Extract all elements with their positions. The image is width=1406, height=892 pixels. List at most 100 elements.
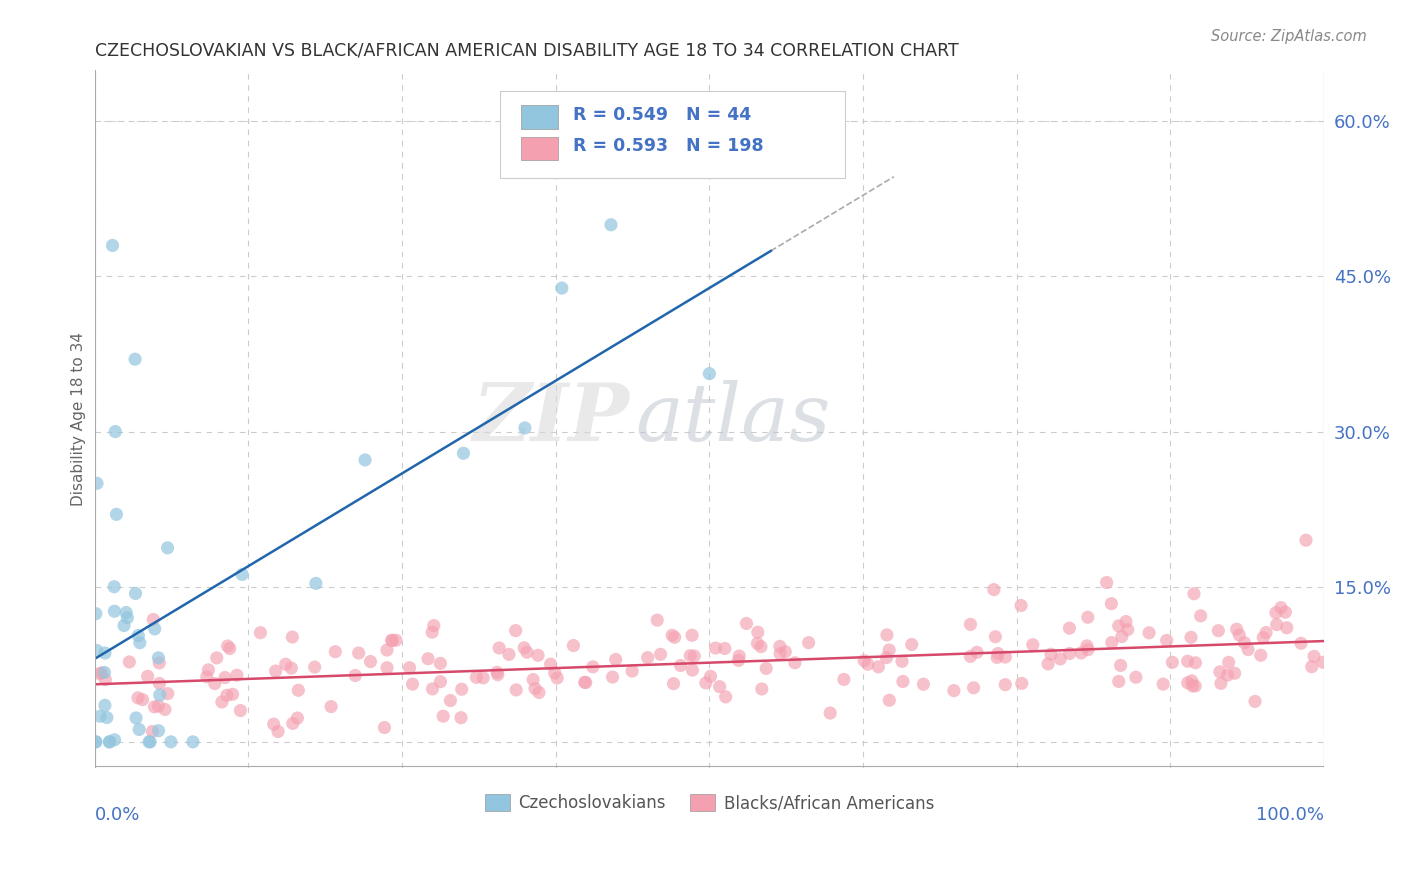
Point (994, 650, 1017, 665)
Point (98, 735, 121, 749)
Point (1116, 623, 1139, 637)
Point (94, 673, 117, 687)
Point (683, 648, 706, 663)
Point (401, 677, 423, 691)
Point (1274, 605, 1296, 619)
FancyBboxPatch shape (522, 105, 558, 129)
Point (1077, 610, 1099, 624)
Point (1115, 615, 1137, 629)
Point (138, 735, 160, 749)
Point (124, 586, 146, 600)
Point (249, 625, 271, 640)
Point (359, 655, 381, 669)
Point (381, 633, 404, 648)
Point (582, 660, 605, 674)
Point (94, 698, 117, 713)
Point (124, 352, 146, 367)
Point (679, 648, 702, 663)
Point (1070, 646, 1092, 660)
Point (281, 716, 304, 731)
Point (728, 648, 751, 663)
Point (319, 699, 342, 714)
Point (1137, 625, 1160, 640)
Point (1270, 600, 1292, 615)
Point (1077, 642, 1099, 657)
Point (868, 660, 890, 674)
Point (1184, 656, 1206, 670)
Point (959, 649, 981, 664)
Text: 100.0%: 100.0% (1256, 806, 1324, 824)
Point (104, 425, 127, 439)
Point (1022, 638, 1045, 652)
Point (1189, 608, 1212, 623)
Point (118, 655, 141, 669)
Point (305, 576, 328, 591)
Point (551, 281, 574, 295)
Point (347, 646, 370, 660)
Point (1059, 621, 1081, 635)
Point (115, 606, 138, 620)
Point (602, 670, 624, 684)
FancyBboxPatch shape (522, 136, 558, 161)
Point (354, 453, 377, 467)
Point (513, 640, 536, 655)
Point (600, 218, 623, 232)
Point (879, 693, 901, 707)
Point (156, 687, 179, 701)
Point (524, 681, 547, 696)
Point (98, 735, 121, 749)
Point (984, 630, 1007, 644)
Point (505, 682, 527, 697)
Point (148, 656, 170, 670)
Point (900, 638, 922, 652)
Point (1101, 635, 1123, 649)
Point (103, 732, 125, 747)
Point (709, 680, 731, 694)
Point (1216, 668, 1239, 682)
Point (1301, 659, 1323, 673)
Point (304, 660, 326, 674)
Point (769, 647, 792, 661)
Point (912, 677, 935, 691)
Point (128, 636, 150, 650)
Point (747, 625, 769, 640)
Text: atlas: atlas (636, 380, 831, 458)
Point (544, 665, 567, 680)
Point (90, 665, 112, 680)
Point (1254, 625, 1277, 640)
Point (148, 676, 170, 690)
Point (1250, 648, 1272, 663)
Point (522, 673, 544, 687)
Point (1181, 673, 1204, 688)
Point (1209, 676, 1232, 690)
Point (575, 675, 598, 690)
Point (214, 671, 236, 685)
Point (1156, 633, 1178, 648)
Point (287, 683, 309, 698)
Point (661, 628, 683, 642)
Point (429, 657, 451, 671)
FancyBboxPatch shape (501, 91, 845, 178)
Point (1244, 694, 1267, 708)
Point (527, 685, 550, 699)
Text: CZECHOSLOVAKIAN VS BLACK/AFRICAN AMERICAN DISABILITY AGE 18 TO 34 CORRELATION CH: CZECHOSLOVAKIAN VS BLACK/AFRICAN AMERICA… (94, 42, 959, 60)
Point (1036, 657, 1059, 671)
Point (89, 709, 111, 723)
Point (181, 735, 204, 749)
Point (818, 706, 841, 720)
Point (797, 635, 820, 649)
Point (986, 650, 1008, 665)
Point (856, 657, 879, 672)
Point (1223, 666, 1246, 681)
Point (747, 636, 769, 650)
Point (527, 648, 550, 663)
Point (131, 692, 153, 706)
Point (959, 617, 981, 632)
Point (215, 688, 238, 702)
Point (1218, 656, 1240, 670)
Point (546, 671, 568, 685)
Point (1076, 639, 1098, 653)
Point (876, 628, 898, 642)
Point (323, 645, 346, 659)
Point (621, 664, 644, 678)
